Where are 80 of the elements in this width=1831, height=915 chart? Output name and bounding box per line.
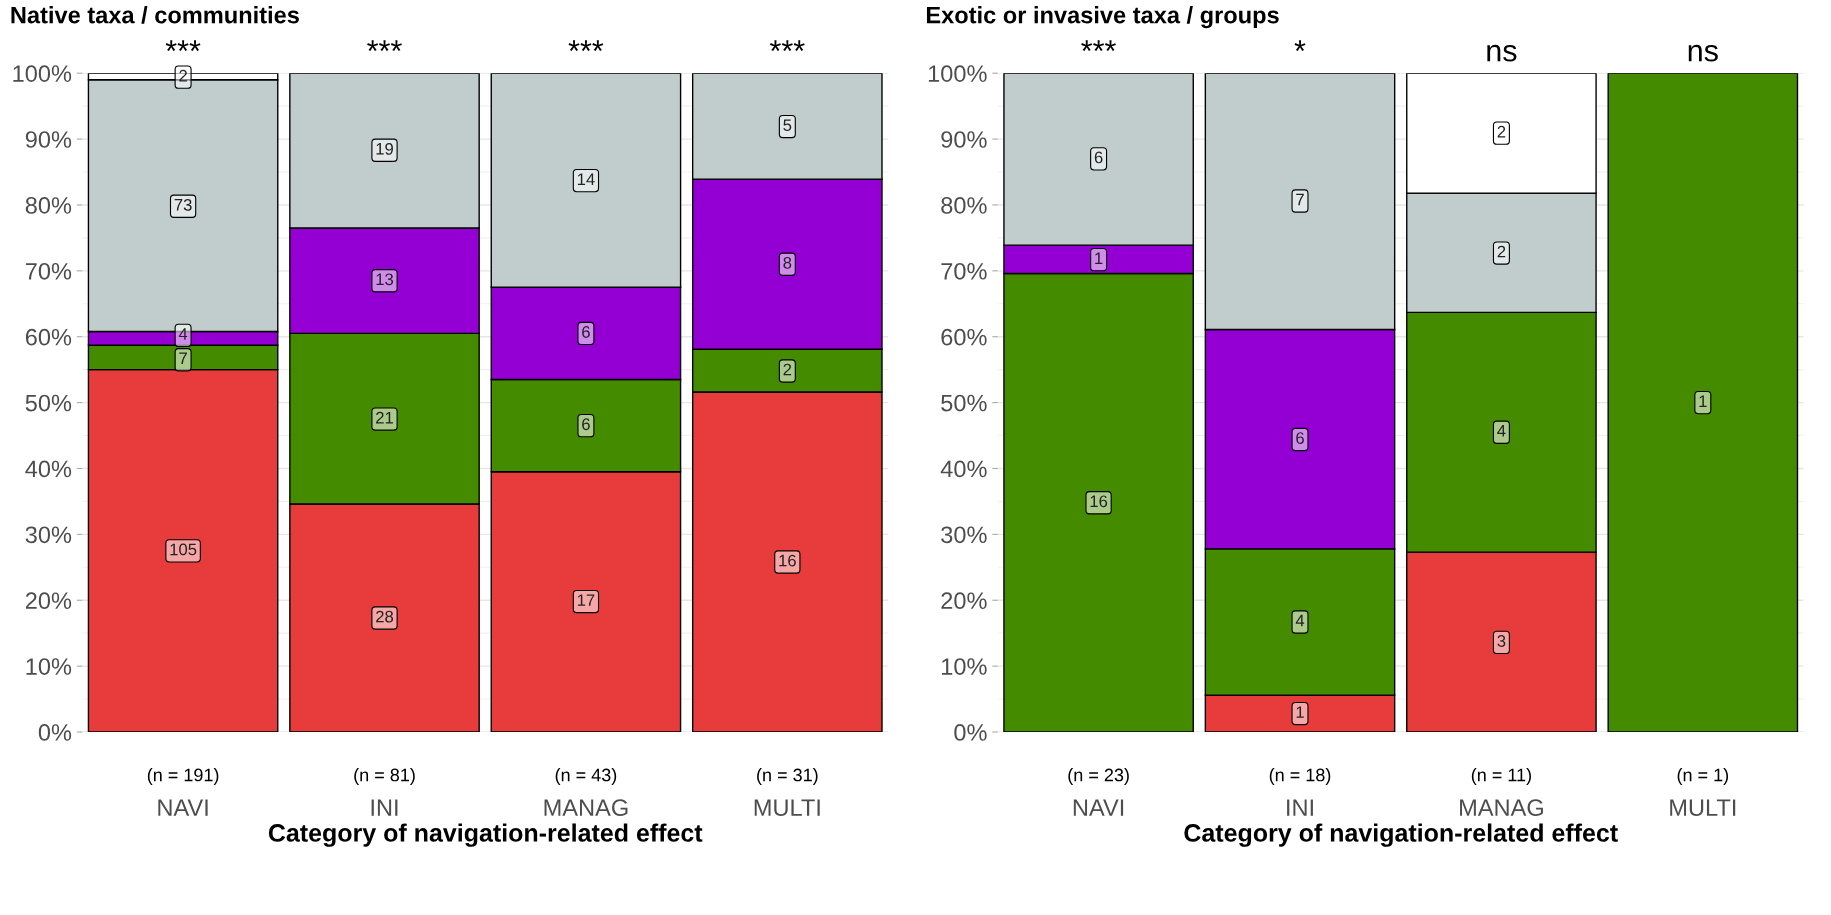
annotation: *** <box>367 40 402 52</box>
x-tick-label: MULTI <box>754 799 820 817</box>
annotation: ns <box>1688 44 1718 62</box>
y-tick-label: 30% <box>941 526 987 544</box>
y-tick-label: 100% <box>13 65 72 82</box>
chart-title: Native taxa / communities <box>11 6 299 24</box>
y-tick-label: 20% <box>25 592 72 610</box>
annotation: (n = 191) <box>147 768 219 785</box>
y-tick-label: 20% <box>941 592 987 610</box>
y-tick-label: 50% <box>25 394 72 412</box>
x-tick-label: INI <box>1287 799 1313 816</box>
annotation: 28 <box>376 610 394 623</box>
annotation: 4 <box>178 328 188 340</box>
annotation: ns <box>1487 44 1517 62</box>
annotation: 16 <box>1090 495 1108 508</box>
y-tick-label: 80% <box>25 197 72 214</box>
chart-title: Exotic or invasive taxa / groups <box>926 6 1279 29</box>
annotation: *** <box>165 40 201 52</box>
annotation: (n = 11) <box>1471 768 1531 785</box>
annotation: 6 <box>582 418 590 431</box>
x-tick-label: INI <box>371 799 398 816</box>
annotation: (n = 23) <box>1068 768 1129 785</box>
annotation: 5 <box>783 119 792 132</box>
annotation: (n = 43) <box>555 768 617 785</box>
y-tick-label: 0% <box>954 724 987 741</box>
annotation: 73 <box>174 198 192 211</box>
y-tick-label: 10% <box>26 658 72 675</box>
annotation: (n = 18) <box>1269 768 1331 785</box>
annotation: 2 <box>1497 245 1506 258</box>
annotation: 8 <box>783 256 792 269</box>
annotation: *** <box>568 40 604 52</box>
annotation: 3 <box>1497 635 1506 647</box>
annotation: * <box>1294 40 1306 52</box>
x-tick-label: NAVI <box>1073 799 1124 816</box>
annotation: 4 <box>1295 614 1305 627</box>
x-tick-label: MANAG <box>1460 799 1543 817</box>
y-tick-label: 10% <box>942 658 987 675</box>
x-axis-title: Category of navigation-related effect <box>1184 823 1618 847</box>
y-tick-label: 80% <box>941 197 987 214</box>
annotation: 1 <box>1699 395 1707 407</box>
annotation: 17 <box>577 594 595 606</box>
annotation: 6 <box>1094 151 1103 164</box>
y-tick-label: 60% <box>941 328 987 346</box>
annotation: (n = 31) <box>757 768 818 785</box>
y-tick-label: 60% <box>25 328 72 346</box>
annotation: 4 <box>1497 425 1506 437</box>
y-tick-label: 100% <box>928 65 987 82</box>
y-tick-label: 70% <box>25 262 72 280</box>
annotation: 16 <box>779 554 796 567</box>
annotation: (n = 81) <box>354 768 415 785</box>
annotation: 2 <box>783 363 792 376</box>
y-tick-label: 90% <box>25 131 72 148</box>
x-tick-label: MANAG <box>544 799 628 817</box>
y-tick-label: 40% <box>25 460 72 478</box>
x-axis-title: Category of navigation-related effect <box>268 823 703 847</box>
y-tick-label: 50% <box>941 394 987 412</box>
annotation: 1 <box>1095 252 1103 264</box>
annotation: (n = 1) <box>1677 768 1729 785</box>
annotation: 13 <box>376 273 394 286</box>
annotation: 2 <box>1497 125 1506 138</box>
annotation: *** <box>769 40 805 52</box>
annotation: 14 <box>577 173 595 185</box>
bar <box>1607 73 1799 732</box>
y-tick-label: 40% <box>940 460 987 478</box>
x-tick-label: NAVI <box>158 799 208 816</box>
annotation: 21 <box>376 411 393 424</box>
annotation: 1 <box>1296 706 1304 718</box>
y-tick-label: 0% <box>38 724 72 741</box>
y-tick-label: 30% <box>25 526 72 544</box>
annotation: 6 <box>582 326 590 338</box>
annotation: 105 <box>170 543 197 556</box>
annotation: *** <box>1081 40 1116 52</box>
x-tick-label: MULTI <box>1670 799 1736 817</box>
annotation: 2 <box>179 69 187 82</box>
y-tick-label: 90% <box>941 131 987 148</box>
annotation: 7 <box>179 352 187 365</box>
annotation: 7 <box>1296 193 1304 206</box>
y-tick-label: 70% <box>941 262 987 280</box>
annotation: 19 <box>376 142 393 155</box>
annotation: 6 <box>1296 432 1304 444</box>
